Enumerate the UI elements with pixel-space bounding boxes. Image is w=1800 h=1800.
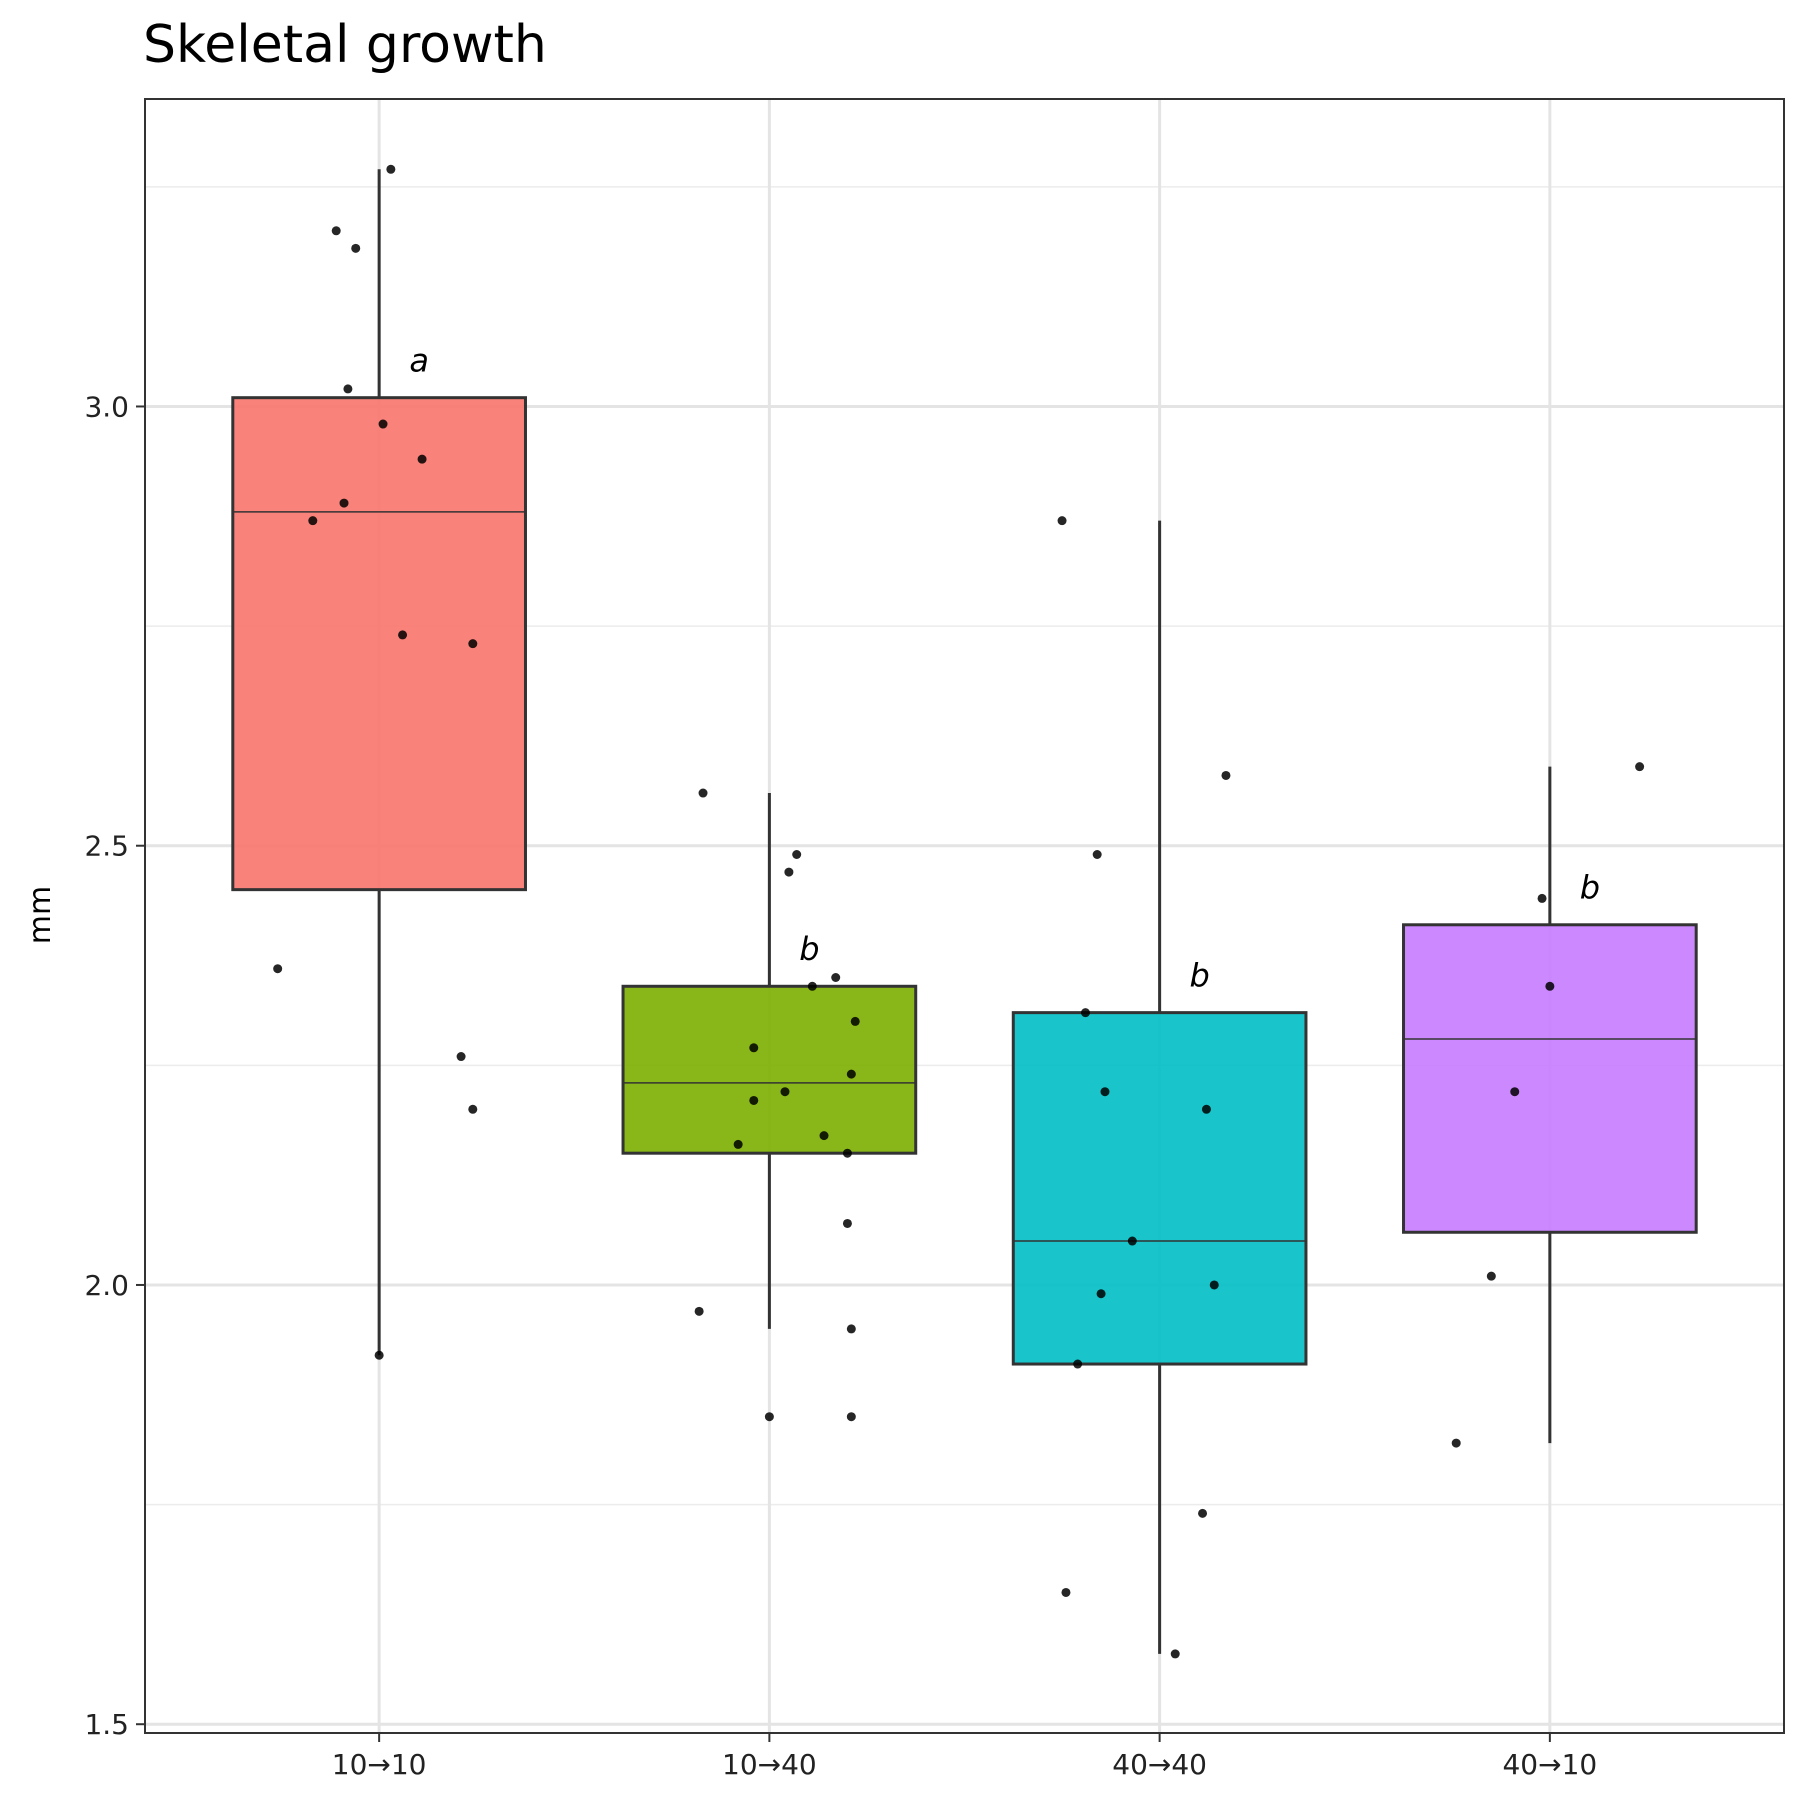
data-point — [1201, 1104, 1211, 1114]
boxes — [231, 169, 1698, 1654]
x-tick-label: 40→10 — [1502, 1748, 1597, 1781]
x-tick-label: 10→40 — [722, 1748, 817, 1781]
data-point — [1170, 1649, 1180, 1659]
data-point — [1451, 1438, 1461, 1448]
data-point — [1537, 893, 1547, 903]
axes: 1.5 2.0 2.5 3.0 10→10 10→40 40→40 40→10 — [84, 390, 1597, 1781]
data-point — [468, 1104, 478, 1114]
data-point — [846, 1324, 856, 1334]
data-point — [351, 243, 361, 253]
data-point — [1209, 1280, 1219, 1290]
interquartile-box — [1402, 923, 1698, 1234]
data-point — [1198, 1508, 1208, 1518]
data-point — [1221, 770, 1231, 780]
data-point — [1635, 762, 1645, 772]
significance-letter: b — [1189, 956, 1209, 994]
plot-panel-border — [144, 98, 1785, 1734]
significance-letter: a — [409, 341, 429, 379]
data-point — [733, 1139, 743, 1149]
points — [273, 164, 1645, 1659]
x-tick-label: 10→10 — [332, 1748, 427, 1781]
data-point — [1080, 1008, 1090, 1018]
box-2 — [621, 793, 918, 1329]
y-axis-label: mm — [23, 886, 58, 944]
data-point — [792, 850, 802, 860]
data-point — [374, 1350, 384, 1360]
data-point — [1096, 1289, 1106, 1299]
data-point — [831, 972, 841, 982]
interquartile-box — [231, 396, 527, 892]
data-point — [1127, 1236, 1137, 1246]
data-point — [842, 1218, 852, 1228]
data-point — [339, 498, 349, 508]
data-point — [749, 1095, 759, 1105]
data-point — [784, 867, 794, 877]
data-point — [331, 226, 341, 236]
box-3 — [1011, 520, 1308, 1654]
data-point — [378, 419, 388, 429]
y-tick-label: 2.5 — [84, 830, 129, 863]
data-point — [749, 1043, 759, 1053]
data-point — [1073, 1359, 1083, 1369]
data-point — [842, 1148, 852, 1158]
data-point — [1100, 1087, 1110, 1097]
x-tick-label: 40→40 — [1112, 1748, 1207, 1781]
data-point — [343, 384, 353, 394]
data-point — [468, 639, 478, 649]
data-point — [819, 1131, 829, 1141]
box-1 — [231, 169, 527, 1356]
gridlines — [145, 99, 1784, 1733]
data-point — [386, 164, 396, 174]
data-point — [308, 516, 318, 526]
data-point — [1092, 850, 1102, 860]
data-point — [1486, 1271, 1496, 1281]
data-point — [398, 630, 408, 640]
data-point — [698, 788, 708, 798]
data-point — [1510, 1087, 1520, 1097]
box-4 — [1402, 766, 1698, 1444]
data-point — [807, 981, 817, 991]
data-point — [850, 1016, 860, 1026]
data-point — [273, 964, 283, 974]
data-point — [417, 454, 427, 464]
data-point — [694, 1306, 704, 1316]
y-tick-label: 2.0 — [84, 1269, 129, 1302]
significance-letters: a b b b — [409, 341, 1600, 994]
data-point — [1061, 1587, 1071, 1597]
data-point — [780, 1087, 790, 1097]
data-point — [846, 1069, 856, 1079]
y-tick-label: 1.5 — [84, 1708, 129, 1741]
significance-letter: b — [1580, 868, 1600, 906]
interquartile-box — [621, 984, 918, 1155]
interquartile-box — [1011, 1011, 1308, 1366]
chart-title: Skeletal growth — [143, 15, 547, 75]
y-tick-label: 3.0 — [84, 390, 129, 423]
significance-letter: b — [799, 930, 819, 968]
data-point — [846, 1412, 856, 1422]
data-point — [1545, 981, 1555, 991]
data-point — [764, 1412, 774, 1422]
data-point — [456, 1052, 466, 1062]
data-point — [1057, 516, 1067, 526]
